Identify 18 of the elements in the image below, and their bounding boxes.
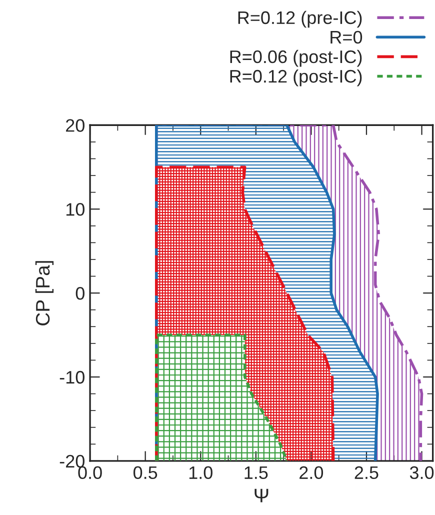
legend-label: R=0 xyxy=(330,30,362,44)
y-tick-label: 20 xyxy=(66,119,84,132)
x-tick-label: 2.0 xyxy=(300,466,324,480)
x-tick-label: 1.0 xyxy=(189,466,212,480)
x-tick-label: 2.5 xyxy=(354,466,378,480)
y-tick-label: -20 xyxy=(60,454,84,468)
x-tick-label: 3.0 xyxy=(410,466,434,480)
legend-label: R=0.12 (post-IC) xyxy=(230,69,362,86)
x-axis-title: Ψ xyxy=(254,488,268,502)
legend-label: R=0.12 (pre-IC) xyxy=(238,10,362,28)
legend-label: R=0.06 (post-IC) xyxy=(230,50,362,67)
x-tick-label: 0.5 xyxy=(133,466,158,480)
x-tick-label: 1.5 xyxy=(244,466,268,480)
y-tick-label: 10 xyxy=(66,203,84,216)
y-tick-label: -10 xyxy=(60,370,84,384)
y-axis-title: CP [Pa] xyxy=(35,261,54,326)
y-tick-label: 0 xyxy=(76,286,84,300)
x-tick-label: 0.0 xyxy=(78,466,102,480)
